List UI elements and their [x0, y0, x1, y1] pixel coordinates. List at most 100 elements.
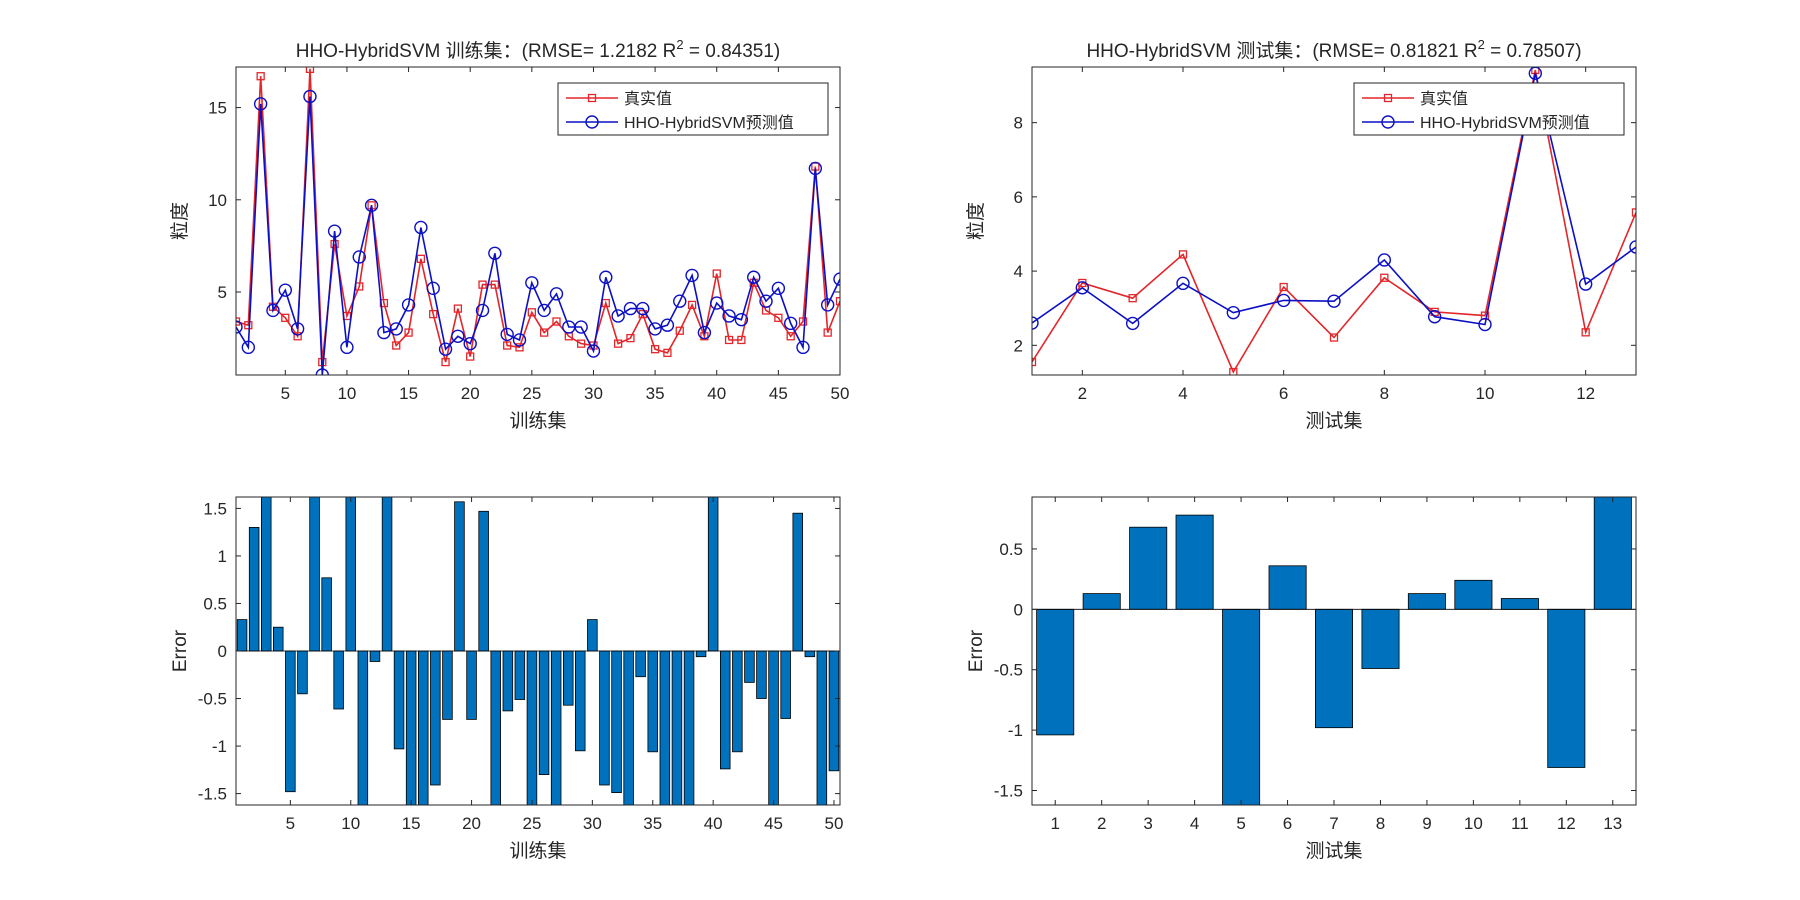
- y-tick-label: 0: [1014, 600, 1023, 619]
- error-bar: [732, 650, 743, 753]
- predicted-value-marker: [475, 303, 490, 318]
- predicted-value-marker: [414, 220, 428, 235]
- predicted-value-marker: [1075, 281, 1090, 295]
- true-value-marker: [256, 72, 265, 81]
- legend-box: [1353, 82, 1625, 136]
- predicted-value-marker: [1226, 305, 1241, 320]
- error-bar: [768, 650, 779, 805]
- x-tick-label: 40: [707, 384, 726, 403]
- predicted-value-marker: [771, 281, 786, 296]
- y-tick-label: 1: [218, 547, 227, 566]
- predicted-value-marker: [833, 272, 840, 286]
- error-bar: [1175, 514, 1214, 610]
- true-value-marker: [1229, 367, 1238, 375]
- title-main: HHO-HybridSVM 测试集：(RMSE= 0.81821 R: [1086, 40, 1477, 62]
- x-axis-label: 训练集: [509, 840, 566, 862]
- x-tick-label: 20: [462, 814, 481, 833]
- true-value-marker: [663, 348, 672, 358]
- error-bar: [502, 650, 514, 712]
- error-bar: [1036, 608, 1075, 736]
- legend-label: HHO-HybridSVM预测值: [624, 114, 794, 132]
- error-bar: [563, 650, 574, 706]
- true-value-marker: [490, 280, 500, 289]
- title-main: HHO-HybridSVM 训练集：(RMSE= 1.2182 R: [296, 40, 677, 62]
- x-axis-label: 测试集: [1305, 840, 1362, 862]
- predicted-value-marker: [290, 322, 305, 336]
- error-bar: [285, 650, 296, 793]
- predicted-value-marker: [722, 309, 736, 323]
- predicted-value-marker: [327, 224, 342, 238]
- true-value-marker: [404, 328, 413, 337]
- error-bar: [369, 650, 381, 662]
- error-bar: [538, 650, 550, 775]
- y-tick-label: -0.5: [198, 690, 227, 709]
- x-tick-label: 20: [461, 384, 480, 403]
- error-bar: [309, 497, 320, 652]
- error-bar: [611, 650, 622, 794]
- y-tick-label: 15: [208, 99, 227, 118]
- error-bar: [707, 497, 719, 652]
- y-axis-label: Error: [170, 629, 191, 672]
- y-axis-label: 粒度: [169, 202, 191, 240]
- error-bar: [454, 501, 465, 652]
- predicted-value-marker: [463, 336, 477, 351]
- predicted-value-marker: [426, 281, 440, 296]
- true-value-marker: [429, 309, 438, 319]
- error-bar: [442, 650, 453, 720]
- predicted-value-marker: [747, 270, 761, 284]
- predicted-value-marker: [1125, 316, 1140, 331]
- series-line-1: [236, 96, 840, 375]
- error-bar: [357, 650, 369, 805]
- error-bar: [333, 650, 344, 710]
- x-tick-label: 10: [337, 384, 356, 403]
- true-value-marker: [1329, 333, 1339, 342]
- error-bar: [756, 650, 767, 699]
- error-bar: [1361, 608, 1400, 669]
- true-value-marker: [835, 297, 840, 306]
- true-value-marker: [626, 333, 635, 343]
- predicted-value-marker: [648, 322, 662, 336]
- true-value-marker: [453, 304, 463, 313]
- predicted-value-marker: [1427, 310, 1442, 324]
- chart-title: HHO-HybridSVM 训练集：(RMSE= 1.2182 R2 = 0.8…: [296, 37, 781, 62]
- legend-circle-marker: [585, 115, 599, 129]
- legend-square-marker: [587, 93, 597, 103]
- error-bar: [260, 497, 272, 652]
- predicted-value-marker: [759, 294, 773, 308]
- error-bar: [804, 650, 816, 658]
- predicted-value-marker: [1377, 253, 1392, 267]
- error-bar: [780, 650, 791, 719]
- predicted-value-marker: [340, 340, 354, 355]
- x-tick-label: 45: [769, 384, 788, 403]
- x-tick-label: 10: [1464, 814, 1483, 833]
- axes-box: [1031, 66, 1637, 376]
- x-tick-label: 2: [1097, 814, 1106, 833]
- x-tick-label: 9: [1422, 814, 1431, 833]
- true-value-marker: [330, 239, 339, 249]
- predicted-value-marker: [364, 198, 379, 213]
- predicted-value-marker: [783, 316, 798, 331]
- error-bar: [1593, 497, 1632, 610]
- predicted-value-marker: [710, 296, 724, 310]
- predicted-value-marker: [1176, 276, 1190, 291]
- true-value-marker: [798, 317, 808, 326]
- true-value-marker: [281, 313, 290, 322]
- predicted-value-marker: [303, 89, 317, 104]
- predicted-value-marker: [808, 161, 823, 176]
- predicted-value-marker: [586, 344, 601, 358]
- error-bar: [635, 650, 646, 678]
- error-bar: [1129, 526, 1168, 610]
- x-tick-label: 45: [764, 814, 783, 833]
- error-bar: [550, 650, 562, 805]
- predicted-value-marker: [236, 320, 243, 334]
- error-bar: [514, 650, 526, 700]
- x-tick-label: 25: [522, 814, 541, 833]
- x-tick-label: 4: [1178, 384, 1187, 403]
- error-bar: [816, 650, 828, 805]
- x-tick-label: 2: [1078, 384, 1087, 403]
- true-value-marker: [786, 332, 795, 341]
- predicted-value-marker: [660, 318, 675, 332]
- chart-train_compare: 5 10 15 20 25 30 35 40 45 50 5 10 15 训练集 粒度 HHO-HybridS…: [169, 37, 849, 432]
- predicted-value-marker: [673, 294, 687, 308]
- predicted-value-marker: [1629, 240, 1636, 254]
